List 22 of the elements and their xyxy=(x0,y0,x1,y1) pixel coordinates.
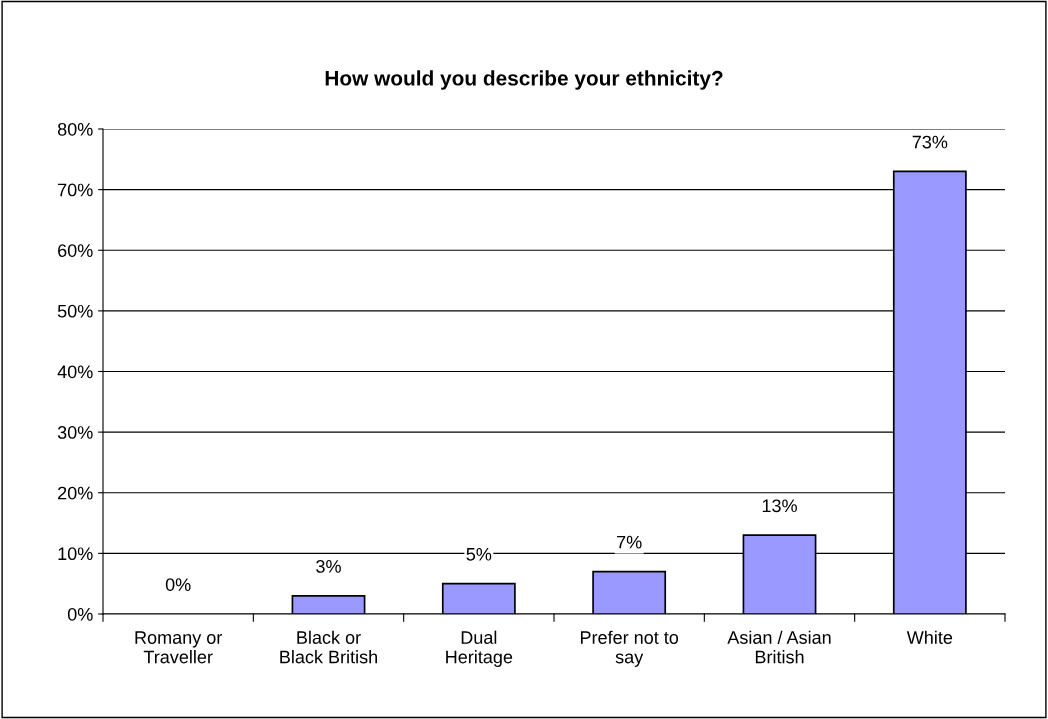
y-tick-label: 40% xyxy=(57,365,93,379)
y-tick-label: 60% xyxy=(58,244,93,257)
x-tick-label: Dual Heritage xyxy=(446,630,513,667)
x-tick-label: Asian / Asian British xyxy=(727,630,831,664)
y-tick-label: 30% xyxy=(57,426,93,439)
chart-title: How would you describe your ethnicity? xyxy=(325,70,723,90)
x-tick-label: Prefer not to say xyxy=(580,630,679,667)
y-tick-label: 0% xyxy=(67,607,93,621)
data-label: 13% xyxy=(762,499,797,513)
y-tick-label: 20% xyxy=(58,486,93,500)
x-tick-label: Black or Black British xyxy=(280,630,377,664)
data-label: 3% xyxy=(316,560,341,573)
y-tick-label: 10% xyxy=(58,547,93,561)
y-tick-label: 70% xyxy=(58,183,93,197)
data-label: 0% xyxy=(165,578,191,591)
data-label: 7% xyxy=(617,535,642,549)
y-tick-label: 80% xyxy=(57,122,93,136)
y-tick-label: 50% xyxy=(57,304,93,318)
x-tick-label: White xyxy=(906,630,953,644)
data-label: 5% xyxy=(466,547,492,561)
x-tick-label: Romany or Traveller xyxy=(135,631,223,664)
data-label: 73% xyxy=(912,135,948,149)
